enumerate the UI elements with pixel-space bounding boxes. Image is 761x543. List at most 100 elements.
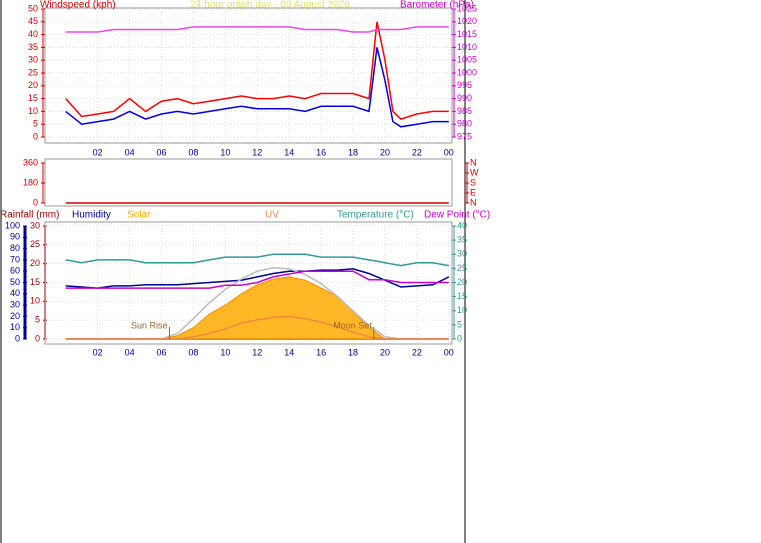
y2-tick-label: 1015 (457, 29, 477, 39)
y2-tick-label: 0 (457, 333, 462, 343)
x-tick-label: 04 (125, 147, 135, 157)
x-tick-label: 12 (252, 147, 262, 157)
y2-axis-title: Barometer (hPa) (400, 0, 474, 11)
y-tick-label: 5 (33, 119, 38, 129)
x-tick-label: 14 (284, 147, 294, 157)
x-tick-label: 08 (188, 347, 198, 357)
y2-tick-label: 25 (457, 263, 467, 273)
x-tick-label: 10 (220, 147, 230, 157)
x-tick-label: 16 (316, 147, 326, 157)
legend-label: Solar (127, 210, 151, 221)
legend-label: Rainfall (mm) (0, 210, 59, 221)
y3-tick-label: 90 (10, 232, 20, 242)
y-tick-label: 0 (33, 197, 38, 207)
legend-label: Temperature (°C) (337, 210, 414, 221)
y2-tick-label: W (470, 167, 479, 177)
y2-tick-label: E (470, 187, 476, 197)
y2-tick-label: 985 (457, 106, 472, 116)
x-tick-label: 02 (93, 147, 103, 157)
annotation: Moon Set (333, 320, 372, 330)
x-tick-label: 12 (252, 347, 262, 357)
x-tick-label: 18 (348, 347, 358, 357)
y-tick-label: 10 (28, 106, 38, 116)
x-tick-label: 00 (444, 347, 454, 357)
y2-tick-label: N (470, 157, 477, 167)
y3-tick-label: 20 (10, 311, 20, 321)
y3-tick-label: 80 (10, 243, 20, 253)
y-tick-label: 30 (28, 55, 38, 65)
y2-tick-label: 35 (457, 235, 467, 245)
y-tick-label: 25 (28, 67, 38, 77)
y2-tick-label: 1010 (457, 42, 477, 52)
y2-tick-label: 995 (457, 80, 472, 90)
x-tick-label: 16 (316, 347, 326, 357)
x-tick-label: 00 (444, 147, 454, 157)
y2-tick-label: 975 (457, 131, 472, 141)
series-line (65, 26, 449, 33)
y3-tick-label: 100 (5, 220, 20, 230)
y2-tick-label: 15 (457, 291, 467, 301)
y-tick-label: 360 (23, 157, 38, 167)
x-tick-label: 14 (284, 347, 294, 357)
series-line (65, 253, 449, 267)
y2-tick-label: 5 (457, 319, 462, 329)
y2-tick-label: S (470, 177, 476, 187)
y2-tick-label: 1005 (457, 55, 477, 65)
legend-label: Humidity (72, 210, 111, 221)
y-tick-label: 20 (30, 258, 40, 268)
x-tick-label: 04 (125, 347, 135, 357)
series-line (65, 270, 449, 289)
y2-tick-label: 1020 (457, 16, 477, 26)
x-tick-label: 22 (412, 147, 422, 157)
y2-tick-label: 40 (457, 220, 467, 230)
y-tick-label: 25 (30, 239, 40, 249)
annotation: Sun Rise (131, 320, 168, 330)
y3-tick-label: 10 (10, 322, 20, 332)
series-line (65, 47, 449, 128)
y-tick-label: 35 (28, 42, 38, 52)
x-tick-label: 02 (93, 347, 103, 357)
series-line (65, 315, 449, 340)
y-tick-label: 40 (28, 29, 38, 39)
y2-tick-label: 980 (457, 119, 472, 129)
y-tick-label: 0 (35, 333, 40, 343)
y-tick-label: 50 (28, 3, 38, 13)
y3-tick-label: 70 (10, 254, 20, 264)
x-tick-label: 10 (220, 347, 230, 357)
y2-tick-label: 10 (457, 305, 467, 315)
y2-tick-label: 990 (457, 93, 472, 103)
x-tick-label: 08 (188, 147, 198, 157)
chart-title: 24 hour graph day - 09 August 2026 (190, 0, 350, 11)
y2-tick-label: 20 (457, 277, 467, 287)
x-tick-label: 22 (412, 347, 422, 357)
x-tick-label: 06 (157, 147, 167, 157)
y2-tick-label: 1000 (457, 67, 477, 77)
y2-tick-label: 1025 (457, 3, 477, 13)
x-tick-label: 06 (157, 347, 167, 357)
y-tick-label: 0 (33, 131, 38, 141)
y3-tick-label: 0 (15, 333, 20, 343)
x-tick-label: 20 (380, 347, 390, 357)
y3-tick-label: 40 (10, 288, 20, 298)
y-tick-label: 5 (35, 315, 40, 325)
y-tick-label: 30 (30, 220, 40, 230)
y-tick-label: 15 (30, 277, 40, 287)
series-line (65, 21, 449, 120)
y3-tick-label: 60 (10, 266, 20, 276)
y3-tick-label: 50 (10, 277, 20, 287)
y-tick-label: 10 (30, 296, 40, 306)
y-tick-label: 45 (28, 16, 38, 26)
x-tick-label: 20 (380, 147, 390, 157)
y-tick-label: 15 (28, 93, 38, 103)
y-axis-title: Windspeed (kph) (40, 0, 116, 11)
plot-frame (44, 158, 453, 207)
legend-label: UV (265, 210, 279, 221)
x-tick-label: 18 (348, 147, 358, 157)
legend-label: Dew Point (°C) (424, 210, 490, 221)
y3-tick-label: 30 (10, 299, 20, 309)
y-tick-label: 20 (28, 80, 38, 90)
plot-frame (44, 7, 453, 144)
y-tick-label: 180 (23, 177, 38, 187)
y2-tick-label: N (470, 197, 477, 207)
